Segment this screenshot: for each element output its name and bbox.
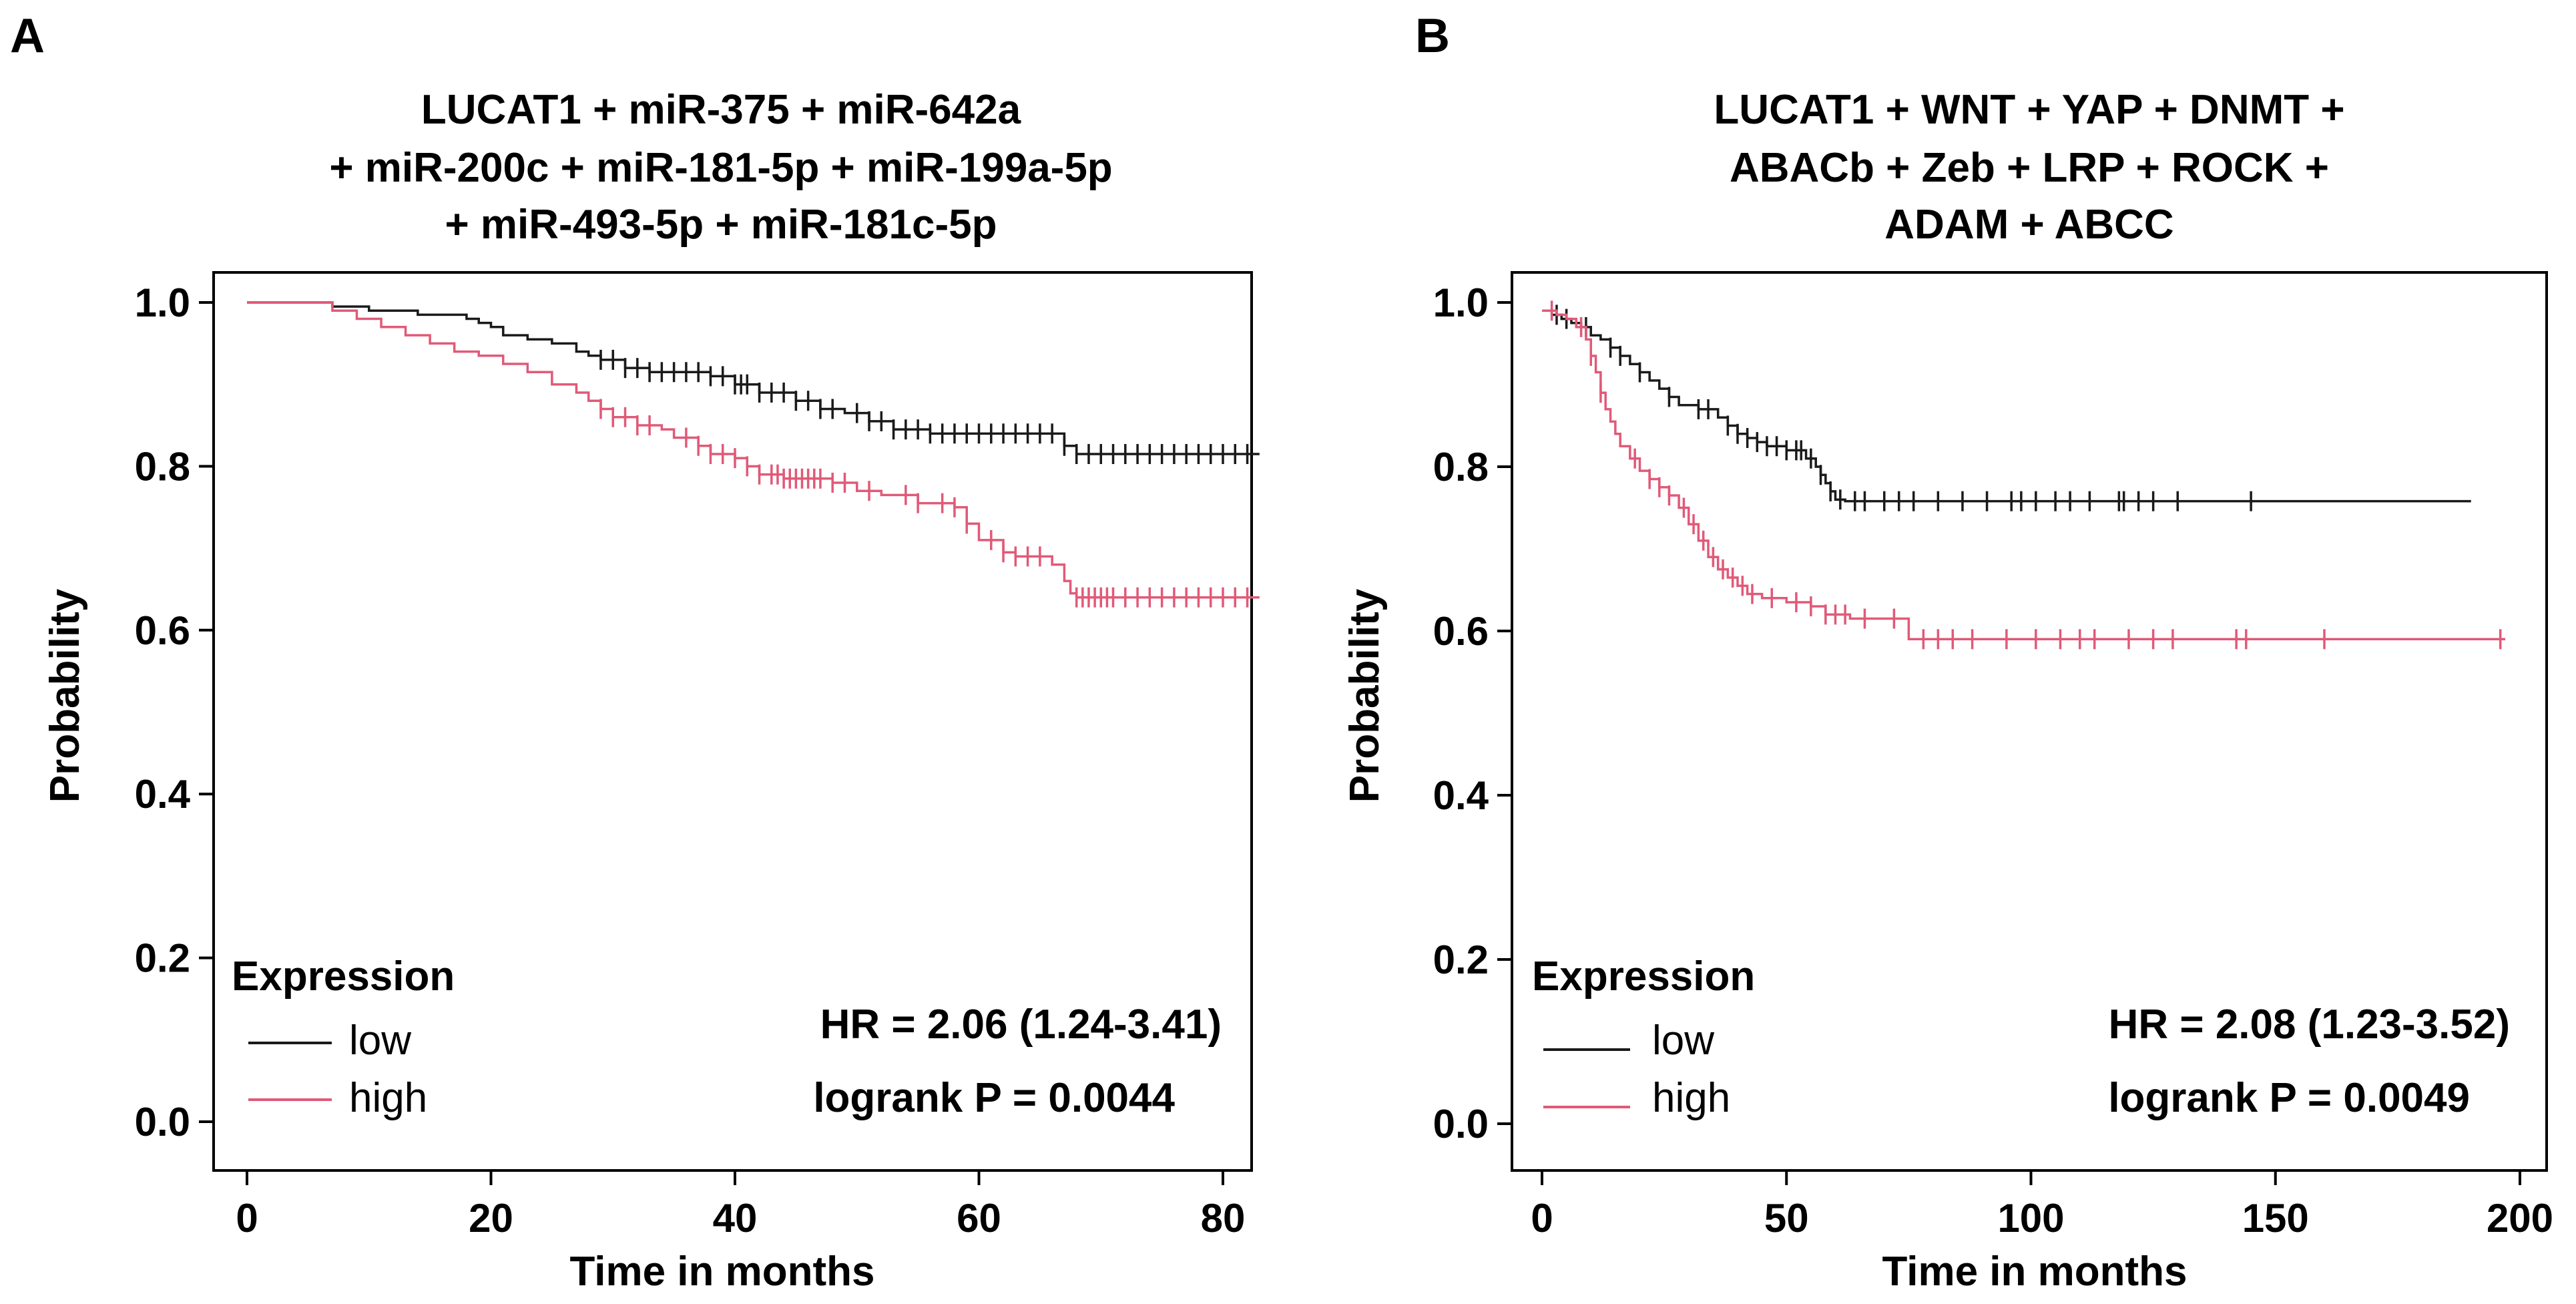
panel-a-curves bbox=[247, 301, 1260, 608]
panel-b-legend-title: Expression bbox=[1532, 953, 1755, 1000]
panel-a-title-line-1: LUCAT1 + miR-375 + miR-642a bbox=[421, 87, 1021, 133]
y-tick-label: 0.4 bbox=[1433, 773, 1489, 818]
panel-b-x-ticks: 0 50 100 150 200 bbox=[1531, 1170, 2553, 1241]
panel-b-y-axis-label: Probability bbox=[1342, 588, 1388, 803]
x-tick-label: 40 bbox=[713, 1196, 758, 1241]
panel-b-plot-frame bbox=[1511, 271, 2548, 1172]
panel-b-legend-high-label: high bbox=[1652, 1075, 1730, 1121]
y-tick-label: 0.8 bbox=[1433, 445, 1489, 489]
x-tick-label: 20 bbox=[469, 1196, 513, 1241]
y-tick-label: 1.0 bbox=[135, 280, 190, 325]
panel-a-y-ticks: 0.0 0.2 0.4 0.6 0.8 1.0 bbox=[135, 280, 214, 1144]
x-tick-label: 0 bbox=[236, 1196, 258, 1241]
x-tick-label: 200 bbox=[2487, 1196, 2553, 1241]
panel-a-x-axis-label: Time in months bbox=[569, 1249, 874, 1295]
x-tick-label: 60 bbox=[957, 1196, 1001, 1241]
panel-a-legend-high-label: high bbox=[349, 1075, 427, 1121]
km-curve-high bbox=[1542, 309, 2506, 641]
y-tick-label: 0.4 bbox=[135, 772, 191, 817]
y-tick-label: 0.8 bbox=[135, 444, 190, 489]
panel-b-label: B bbox=[1415, 9, 1450, 63]
x-tick-label: 80 bbox=[1201, 1196, 1246, 1241]
y-tick-label: 0.6 bbox=[1433, 609, 1489, 654]
panel-b: B LUCAT1 + WNT + YAP + DNMT + ABACb + Ze… bbox=[1342, 9, 2553, 1295]
panel-b-title-line-3: ADAM + ABCC bbox=[1884, 202, 2173, 248]
panel-b-title-line-2: ABACb + Zeb + LRP + ROCK + bbox=[1730, 145, 2329, 191]
km-curve-high bbox=[247, 301, 1260, 599]
panel-a-y-axis-label: Probability bbox=[42, 588, 88, 803]
panel-b-pvalue-annotation: logrank P = 0.0049 bbox=[2108, 1075, 2470, 1121]
panel-a-legend-low-label: low bbox=[349, 1018, 411, 1064]
km-curve-low bbox=[1542, 309, 2471, 503]
panel-a-title-line-2: + miR-200c + miR-181-5p + miR-199a-5p bbox=[329, 145, 1112, 191]
y-tick-label: 0.0 bbox=[1433, 1102, 1489, 1146]
panel-b-x-axis-label: Time in months bbox=[1882, 1249, 2187, 1295]
km-curve-low bbox=[247, 301, 1260, 455]
panel-a: A LUCAT1 + miR-375 + miR-642a + miR-200c… bbox=[10, 9, 1260, 1295]
x-tick-label: 0 bbox=[1531, 1196, 1553, 1241]
y-tick-label: 0.2 bbox=[1433, 937, 1489, 982]
panel-b-legend-low-label: low bbox=[1652, 1018, 1714, 1064]
panel-a-pvalue-annotation: logrank P = 0.0044 bbox=[813, 1075, 1175, 1121]
panel-a-title-line-3: + miR-493-5p + miR-181c-5p bbox=[445, 202, 997, 248]
panel-b-curves bbox=[1542, 300, 2506, 650]
panel-b-y-ticks: 0.0 0.2 0.4 0.6 0.8 1.0 bbox=[1433, 280, 1512, 1146]
x-tick-label: 150 bbox=[2242, 1196, 2309, 1241]
y-tick-label: 1.0 bbox=[1433, 280, 1489, 325]
panel-b-title-line-1: LUCAT1 + WNT + YAP + DNMT + bbox=[1714, 87, 2344, 133]
panel-a-legend: Expression low high bbox=[232, 953, 455, 1121]
panel-b-hr-annotation: HR = 2.08 (1.23-3.52) bbox=[2109, 1002, 2510, 1048]
x-tick-label: 100 bbox=[1997, 1196, 2064, 1241]
y-tick-label: 0.2 bbox=[135, 936, 190, 981]
x-tick-label: 50 bbox=[1764, 1196, 1809, 1241]
panel-a-hr-annotation: HR = 2.06 (1.24-3.41) bbox=[820, 1002, 1222, 1048]
panel-a-plot-frame bbox=[212, 271, 1253, 1172]
panel-a-x-ticks: 0 20 40 60 80 bbox=[236, 1170, 1245, 1241]
panel-a-legend-title: Expression bbox=[232, 953, 455, 1000]
y-tick-label: 0.6 bbox=[135, 608, 190, 653]
panel-b-legend: Expression low high bbox=[1532, 953, 1755, 1121]
y-tick-label: 0.0 bbox=[135, 1100, 190, 1144]
panel-a-label: A bbox=[10, 9, 45, 63]
